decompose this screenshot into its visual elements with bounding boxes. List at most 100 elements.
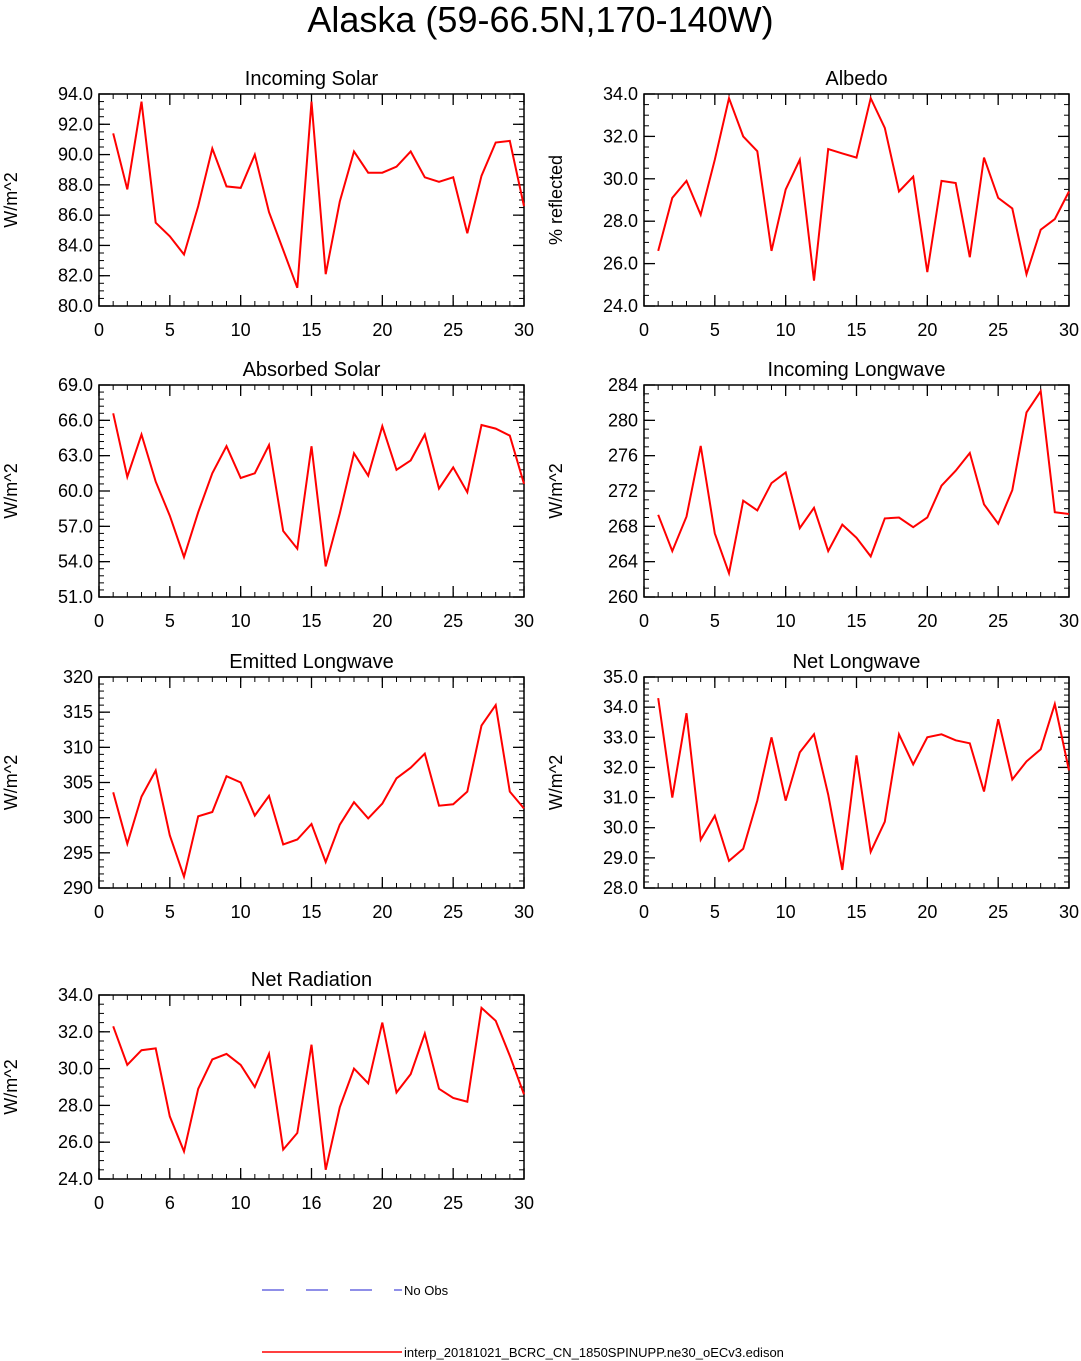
x-tick-label: 10: [231, 611, 251, 631]
y-tick-label: 34.0: [58, 985, 93, 1005]
panel-title: Incoming Solar: [245, 68, 379, 90]
x-tick-label: 20: [917, 611, 937, 631]
x-tick-label: 15: [301, 611, 321, 631]
y-tick-label: 69.0: [58, 375, 93, 395]
panel-absorbed-solar: 51.0 54.0 57.0 60.0 63.0 66.0 69.0 0 5 10 15 20 25 30…: [1, 359, 534, 631]
x-tick-label: 0: [94, 320, 104, 340]
series-line: [112, 413, 525, 567]
panel-title: Emitted Longwave: [229, 651, 394, 673]
panel-title: Net Longwave: [793, 651, 921, 673]
y-tick-label: 260: [608, 587, 638, 607]
series-line: [657, 94, 1070, 281]
y-tick-label: 84.0: [58, 235, 93, 255]
x-tick-label: 5: [165, 611, 175, 631]
y-tick-label: 66.0: [58, 410, 93, 430]
y-axis-label: W/m^2: [546, 463, 566, 518]
x-tick-label: 30: [514, 1193, 534, 1213]
panel-incoming-longwave: 260 264 268 272 276 280 284 0 5 10 15 20 25 30 Incomin…: [546, 359, 1079, 631]
y-tick-label: 34.0: [603, 84, 638, 104]
y-tick-label: 92.0: [58, 114, 93, 134]
x-tick-label: 15: [846, 902, 866, 922]
y-tick-label: 30.0: [603, 818, 638, 838]
y-tick-label: 30.0: [58, 1059, 93, 1079]
y-tick-label: 32.0: [603, 126, 638, 146]
x-tick-label: 10: [776, 320, 796, 340]
y-tick-label: 280: [608, 410, 638, 430]
series-line: [112, 1005, 525, 1171]
x-tick-label: 6: [165, 1193, 175, 1213]
x-tick-label: 25: [443, 902, 463, 922]
x-tick-label: 15: [846, 320, 866, 340]
x-tick-label: 10: [231, 1193, 251, 1213]
y-tick-label: 88.0: [58, 175, 93, 195]
y-axis-label: W/m^2: [546, 755, 566, 810]
y-tick-label: 34.0: [603, 697, 638, 717]
y-tick-label: 320: [63, 667, 93, 687]
x-tick-label: 0: [94, 902, 104, 922]
x-tick-label: 30: [514, 320, 534, 340]
y-tick-label: 310: [63, 737, 93, 757]
x-tick-label: 15: [846, 611, 866, 631]
x-tick-label: 20: [372, 1193, 392, 1213]
panel-title: Incoming Longwave: [768, 359, 946, 381]
x-tick-label: 10: [231, 902, 251, 922]
x-tick-label: 0: [639, 320, 649, 340]
y-tick-label: 32.0: [58, 1022, 93, 1042]
panels: 80.0 82.0 84.0 86.0 88.0 90.0 92.0 94.0 0 5 10 15 20…: [1, 68, 1079, 1213]
panel-title: Albedo: [825, 68, 887, 90]
legend: No Obs interp_20181021_BCRC_CN_1850SPINU…: [262, 1283, 784, 1360]
panel-title: Absorbed Solar: [243, 359, 381, 381]
panel-incoming-solar: 80.0 82.0 84.0 86.0 88.0 90.0 92.0 94.0 0 5 10 15 20…: [1, 68, 534, 340]
x-tick-label: 30: [514, 611, 534, 631]
y-tick-label: 264: [608, 552, 638, 572]
x-tick-label: 0: [94, 611, 104, 631]
y-tick-label: 26.0: [603, 254, 638, 274]
y-tick-label: 54.0: [58, 552, 93, 572]
x-tick-label: 10: [776, 902, 796, 922]
y-tick-label: 82.0: [58, 266, 93, 286]
x-tick-label: 10: [776, 611, 796, 631]
x-tick-label: 5: [710, 902, 720, 922]
y-axis-label: W/m^2: [1, 172, 21, 227]
x-tick-label: 25: [988, 902, 1008, 922]
x-tick-label: 20: [372, 902, 392, 922]
plot-frame: [98, 93, 525, 307]
x-tick-label: 25: [443, 611, 463, 631]
y-axis-label: W/m^2: [1, 463, 21, 518]
panel-net-longwave: 28.0 29.0 30.0 31.0 32.0 33.0 34.0 35.0 0 5 10 15 20…: [546, 651, 1079, 922]
y-tick-label: 268: [608, 516, 638, 536]
y-tick-label: 86.0: [58, 205, 93, 225]
x-tick-label: 25: [988, 320, 1008, 340]
y-tick-label: 315: [63, 702, 93, 722]
y-tick-label: 28.0: [603, 878, 638, 898]
y-tick-label: 80.0: [58, 296, 93, 316]
y-tick-label: 24.0: [603, 296, 638, 316]
y-tick-label: 51.0: [58, 587, 93, 607]
y-tick-label: 32.0: [603, 757, 638, 777]
series-line: [657, 697, 1070, 871]
y-tick-label: 28.0: [603, 211, 638, 231]
y-tick-label: 300: [63, 808, 93, 828]
x-tick-label: 25: [443, 1193, 463, 1213]
y-tick-label: 272: [608, 481, 638, 501]
y-tick-label: 63.0: [58, 446, 93, 466]
x-tick-label: 30: [1059, 320, 1079, 340]
plot-frame: [98, 384, 525, 598]
x-tick-label: 20: [372, 320, 392, 340]
plot-frame: [643, 676, 1070, 889]
plot-frame: [98, 676, 525, 889]
y-tick-label: 26.0: [58, 1132, 93, 1152]
series-line: [112, 101, 525, 289]
x-tick-label: 5: [710, 611, 720, 631]
panel-net-radiation: 24.0 26.0 28.0 30.0 32.0 34.0 0 6 10 16 20 25 30 Net …: [1, 969, 534, 1213]
plot-frame: [643, 93, 1070, 307]
main-title: Alaska (59-66.5N,170-140W): [307, 0, 774, 40]
x-tick-label: 15: [301, 320, 321, 340]
y-axis-label: W/m^2: [1, 755, 21, 810]
y-tick-label: 295: [63, 843, 93, 863]
y-axis-label: % reflected: [546, 155, 566, 245]
x-tick-label: 16: [301, 1193, 321, 1213]
y-tick-label: 28.0: [58, 1095, 93, 1115]
x-tick-label: 0: [94, 1193, 104, 1213]
